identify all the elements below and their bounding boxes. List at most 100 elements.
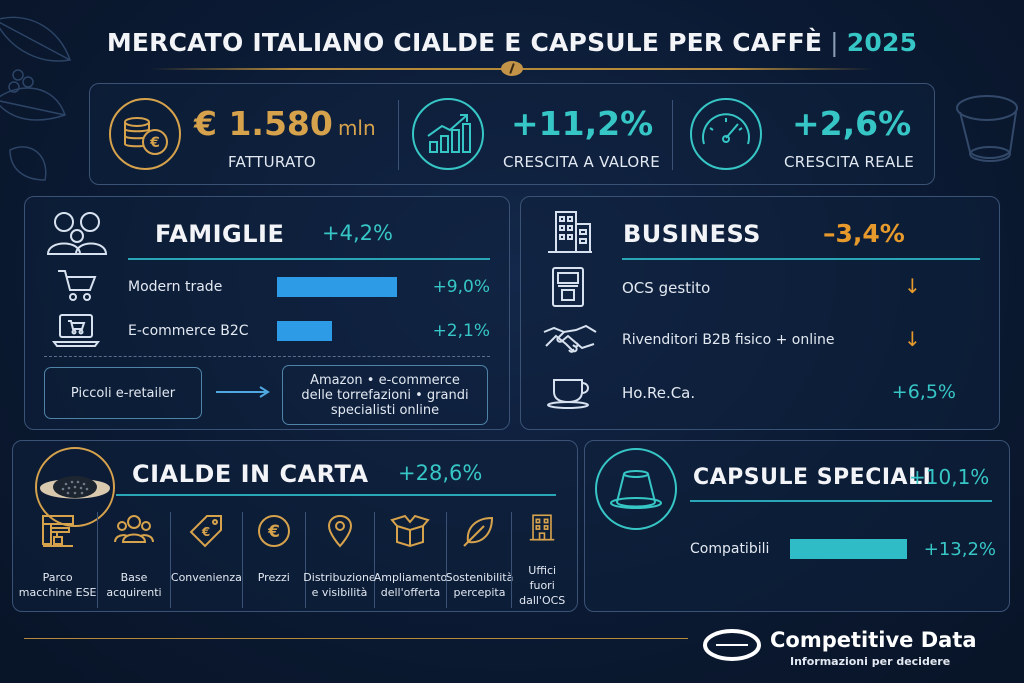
feature-item: Distribuzione e visibilità <box>303 512 376 608</box>
svg-text:€: € <box>267 522 280 542</box>
cialde-title: CIALDE IN CARTA <box>132 460 369 488</box>
feature-label: Parco macchine ESE <box>18 571 97 599</box>
business-row-value: +6,5% <box>891 381 956 403</box>
kpi-divider <box>398 100 399 170</box>
box-icon <box>390 514 431 548</box>
kpi-panel <box>89 83 935 185</box>
feature-item: Ampliamento dell'offerta <box>373 512 448 608</box>
cialde-value: +28,6% <box>398 461 483 485</box>
kpi-divider <box>672 100 673 170</box>
feature-label: Convenienza <box>170 571 242 584</box>
kpi-value-growth: +11,2% <box>511 104 654 143</box>
speedometer-icon <box>690 98 762 170</box>
capsule-decoration-icon <box>956 95 1018 162</box>
svg-text:€: € <box>149 135 160 151</box>
famiglie-value: +4,2% <box>322 221 393 245</box>
famiglie-row-bar <box>277 321 332 341</box>
feature-label: Distribuzione e visibilità <box>303 571 376 599</box>
laptop-cart-icon <box>52 314 100 347</box>
business-row-label: OCS gestito <box>622 279 711 297</box>
footer-rule <box>24 638 688 639</box>
business-panel <box>520 196 1000 430</box>
feature-divider <box>97 512 99 608</box>
kpi-revenue-value: € 1.580 mln <box>194 104 376 143</box>
feature-label: Base acquirenti <box>106 571 162 599</box>
vending-machine-icon <box>552 267 584 307</box>
famiglie-dash-divider <box>44 356 490 357</box>
feature-divider <box>373 512 375 608</box>
growth-chart-icon <box>412 98 484 170</box>
handshake-icon <box>543 324 597 353</box>
espresso-machine-icon <box>41 515 74 547</box>
business-title: BUSINESS <box>623 220 761 248</box>
title-separator: | <box>830 28 839 57</box>
capsule-rule <box>690 500 992 502</box>
feature-divider <box>169 512 171 608</box>
feature-item: € Prezzi <box>243 512 304 608</box>
capsule-title: CAPSULE SPECIALI <box>693 465 932 490</box>
leaf-icon <box>463 516 494 547</box>
svg-text:€: € <box>201 525 210 539</box>
business-row-label: Ho.Re.Ca. <box>622 384 696 402</box>
business-row-trend: ↓ <box>904 327 921 351</box>
coffee-leaves-decoration-icon <box>0 16 71 181</box>
shopping-cart-icon <box>58 270 97 301</box>
euro-icon: € <box>257 515 290 547</box>
business-value: –3,4% <box>823 219 905 248</box>
competitive-data-logo-icon <box>703 629 761 661</box>
feature-divider <box>511 512 513 608</box>
feature-item: Base acquirenti <box>98 512 169 608</box>
title-year: 2025 <box>846 28 918 57</box>
revenue-unit: mln <box>337 116 376 140</box>
feature-item: € Convenienza <box>171 512 242 608</box>
piccoli-eretailer-box: Piccoli e-retailer <box>44 367 202 419</box>
capsule-row-value: +13,2% <box>923 539 996 560</box>
location-pin-icon <box>327 514 352 548</box>
people-icon <box>113 515 154 543</box>
feature-item: Parco macchine ESE <box>18 512 97 608</box>
coffee-bean-icon <box>501 61 523 76</box>
capsule-value: +10,1% <box>909 465 990 489</box>
page-title: MERCATO ITALIANO CIALDE E CAPSULE PER CA… <box>0 28 1024 57</box>
feature-label: Ampliamento dell'offerta <box>373 571 448 599</box>
famiglie-row-value: +2,1% <box>432 321 490 341</box>
feature-label: Uffici fuori dall'OCS <box>519 564 566 607</box>
feature-item: Uffici fuori dall'OCS <box>512 512 571 608</box>
office-building-icon <box>548 211 592 253</box>
family-icon <box>46 212 108 255</box>
kpi-revenue-label: FATTURATO <box>228 153 316 171</box>
office-building-icon <box>529 514 555 541</box>
business-row-trend: ↓ <box>904 274 921 298</box>
feature-item: Sostenibilità percepita <box>445 512 514 608</box>
famiglie-row-bar <box>277 277 397 297</box>
revenue-amount: € 1.580 <box>194 104 333 143</box>
feature-divider <box>304 512 306 608</box>
famiglie-row-label: Modern trade <box>128 279 223 295</box>
business-rule <box>622 258 980 260</box>
capsule-row-label: Compatibili <box>690 541 770 557</box>
feature-divider <box>242 512 244 608</box>
kpi-real-growth: +2,6% <box>792 104 912 143</box>
capsule-icon <box>595 448 677 530</box>
feature-divider <box>446 512 448 608</box>
capsule-row-bar <box>790 539 907 559</box>
famiglie-row-label: E-commerce B2C <box>128 323 249 339</box>
arrow-right-icon <box>216 386 270 398</box>
brand-name: Competitive Data <box>770 628 977 652</box>
coffee-cup-icon <box>547 379 589 409</box>
price-tag-icon: € <box>189 515 223 548</box>
euro-coins-icon: € <box>109 98 181 170</box>
online-players-box: Amazon • e-commerce delle torrefazioni •… <box>282 365 488 425</box>
famiglie-title: FAMIGLIE <box>155 220 285 248</box>
feature-label: Prezzi <box>257 571 290 584</box>
feature-label: Sostenibilità percepita <box>445 571 514 599</box>
kpi-value-growth-label: CRESCITA A VALORE <box>503 153 661 171</box>
brand-tagline: Informazioni per decidere <box>790 655 951 668</box>
famiglie-row-value: +9,0% <box>432 277 490 297</box>
cialde-rule <box>116 494 556 496</box>
famiglie-rule <box>128 258 490 260</box>
cialde-features: Parco macchine ESE Base acquirenti € Con… <box>18 512 572 608</box>
paper-pod-icon <box>35 447 115 527</box>
capsule-panel <box>584 440 1010 612</box>
business-row-label: Rivenditori B2B fisico + online <box>622 332 835 348</box>
